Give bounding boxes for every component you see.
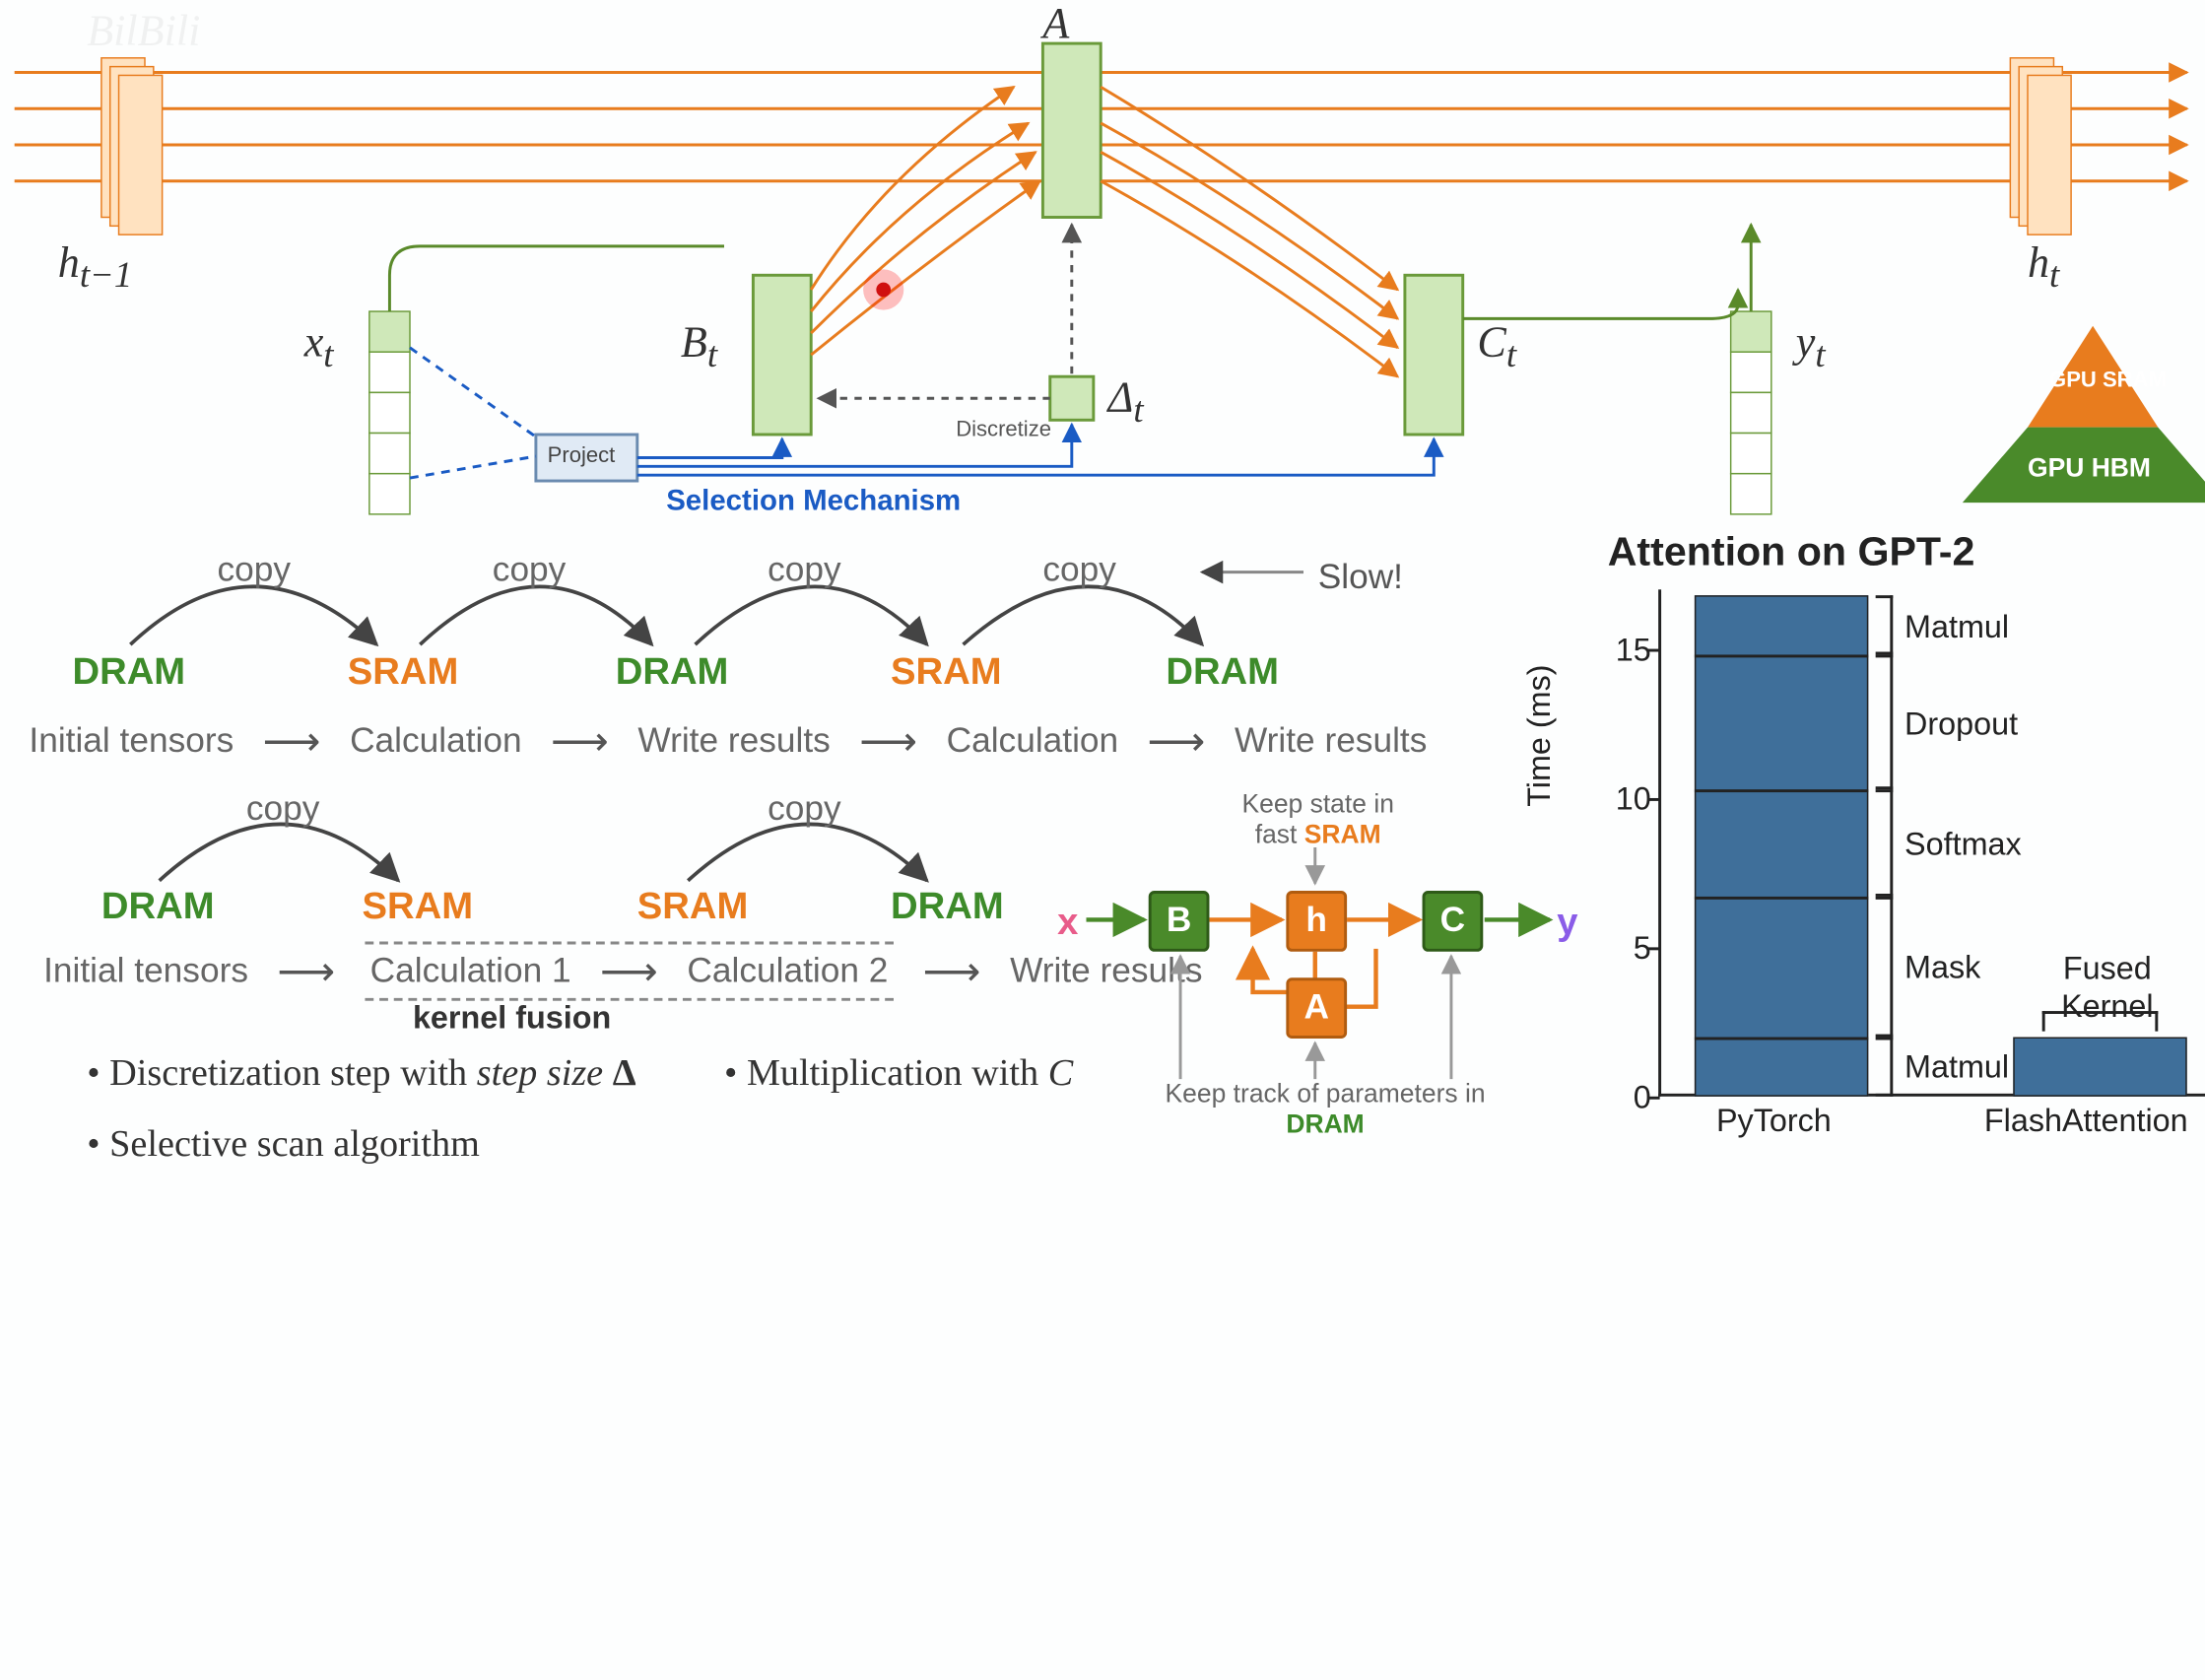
A-block [1042, 43, 1101, 217]
memory-steps-row2: Initial tensors⟶ Calculation 1⟶ Calculat… [43, 942, 1202, 1001]
Delta-label: Δt [1108, 373, 1144, 432]
h-next-stack [2010, 58, 2071, 235]
ssm-mini-diagram: x y B h C A Keep state in fast SRAM Keep… [1087, 789, 1565, 1122]
bullet-2: • Multiplication with C [724, 1051, 1073, 1095]
memory-steps-row1: Initial tensors⟶ Calculation⟶ Write resu… [29, 717, 1427, 766]
kernel-fusion-label: kernel fusion [413, 999, 611, 1037]
bullet-3: • Selective scan algorithm [87, 1122, 480, 1166]
A-label: A [1042, 0, 1069, 49]
ssm-architecture-diagram [0, 0, 2201, 521]
Ct-block [1405, 275, 1463, 435]
Bt-block [753, 275, 811, 435]
yt-label: yt [1796, 318, 1826, 376]
yt-stack [1731, 311, 1771, 514]
gpu-pyramid: GPU SRAM GPU HBM [1956, 326, 2205, 507]
discretize-label: Discretize [956, 417, 1051, 441]
xt-label: xt [304, 318, 334, 376]
Delta-block [1050, 376, 1094, 420]
attention-chart: Attention on GPT-2 Time (ms) 051015 Matm… [1608, 529, 2205, 1140]
h-next-label: ht [2028, 239, 2059, 298]
Ct-label: Ct [1477, 318, 1516, 376]
chart-title: Attention on GPT-2 [1608, 529, 2205, 575]
h-prev-label: ht−1 [58, 239, 132, 298]
project-label: Project [548, 443, 616, 468]
selection-label: Selection Mechanism [666, 485, 961, 518]
bullet-1: • Discretization step with step size Δ [87, 1051, 635, 1095]
h-prev-stack [101, 58, 163, 235]
bilibili-watermark: BilBili [87, 7, 200, 56]
xt-stack [369, 311, 410, 514]
Bt-label: Bt [681, 318, 717, 376]
